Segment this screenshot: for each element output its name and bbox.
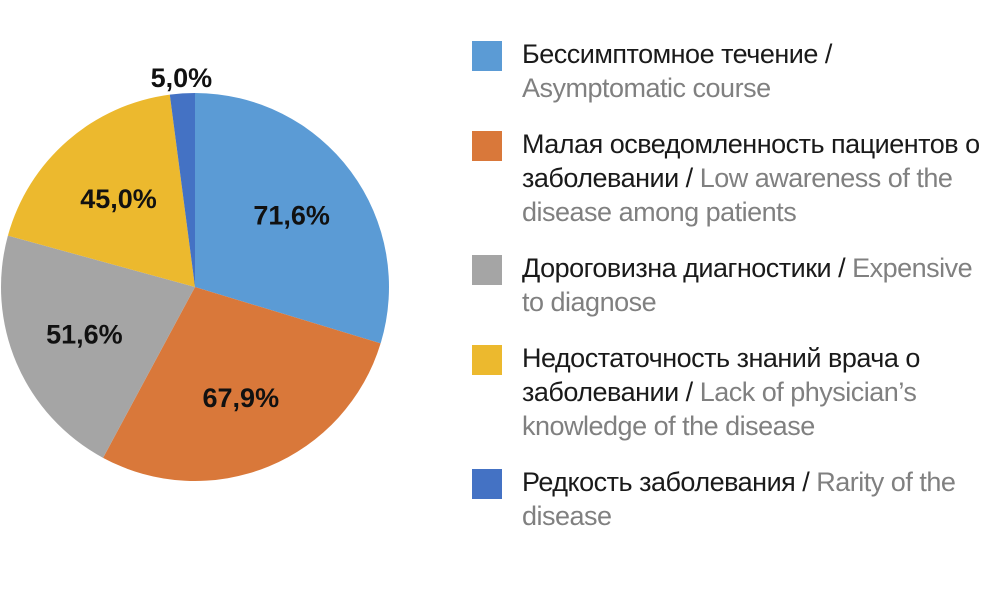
- legend-item-expensive: Дороговизна диагностики / Expensive to d…: [472, 251, 992, 319]
- legend-label-en: Asymptomatic course: [522, 73, 771, 103]
- slice-asymptomatic: [195, 93, 389, 344]
- legend-swatch: [472, 345, 502, 375]
- legend-text: Малая осведомленность пациентов о заболе…: [522, 127, 992, 229]
- legend-text: Недостаточность знаний врача о заболеван…: [522, 341, 992, 443]
- slice-low-awareness: [103, 287, 381, 481]
- legend-item-rarity: Редкость заболевания / Rarity of the dis…: [472, 465, 992, 533]
- chart-legend: Бессимптомное течение / Asymptomatic cou…: [472, 37, 992, 555]
- pie-chart: 71,6% 67,9% 51,6% 45,0% 5,0%: [0, 63, 389, 481]
- legend-label-en: Rarity of the disease: [522, 467, 956, 531]
- slice-expensive: [0, 235, 196, 458]
- data-label: 67,9%: [203, 383, 280, 413]
- legend-label-ru: Недостаточность знаний врача о заболеван…: [522, 343, 920, 407]
- legend-label-ru: Дороговизна диагностики /: [522, 253, 853, 283]
- legend-swatch: [472, 469, 502, 499]
- data-label: 51,6%: [46, 319, 123, 349]
- pie-data-labels: 71,6% 67,9% 51,6% 45,0% 5,0%: [46, 63, 330, 413]
- legend-swatch: [472, 41, 502, 71]
- legend-item-low-awareness: Малая осведомленность пациентов о заболе…: [472, 127, 992, 229]
- data-label: 5,0%: [151, 63, 213, 93]
- legend-text: Редкость заболевания / Rarity of the dis…: [522, 465, 992, 533]
- data-label: 71,6%: [253, 200, 330, 230]
- legend-swatch: [472, 131, 502, 161]
- legend-label-ru: Бессимптомное течение /: [522, 39, 832, 69]
- legend-swatch: [472, 255, 502, 285]
- legend-label-en: Low awareness of the disease among patie…: [522, 163, 953, 227]
- legend-label-ru: Малая осведомленность пациентов о заболе…: [522, 129, 980, 193]
- legend-item-physician-knowledge: Недостаточность знаний врача о заболеван…: [472, 341, 992, 443]
- legend-label-ru: Редкость заболевания /: [522, 467, 817, 497]
- slice-rarity: [169, 93, 195, 287]
- legend-item-asymptomatic: Бессимптомное течение / Asymptomatic cou…: [472, 37, 992, 105]
- legend-text: Дороговизна диагностики / Expensive to d…: [522, 251, 992, 319]
- slice-physician-knowledge: [7, 94, 195, 287]
- legend-label-en: Lack of physician’s knowledge of the dis…: [522, 377, 917, 441]
- legend-text: Бессимптомное течение / Asymptomatic cou…: [522, 37, 992, 105]
- pie-slices: [0, 93, 389, 481]
- data-label: 45,0%: [80, 184, 157, 214]
- legend-label-en: Expensive to diagnose: [522, 253, 973, 317]
